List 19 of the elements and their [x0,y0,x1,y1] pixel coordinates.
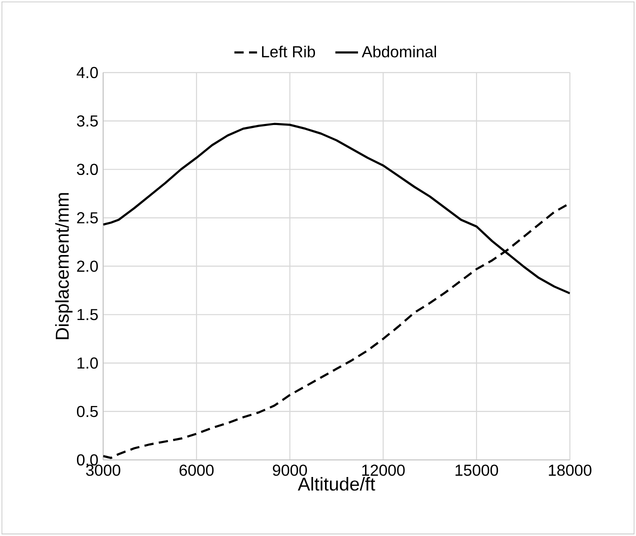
y-tick-label: 4.0 [76,66,98,78]
y-axis-title: Displacement/mm [55,193,73,340]
x-tick-label: 12000 [362,464,405,476]
legend-label: Abdominal [362,46,436,58]
y-tick-label: 0.0 [76,454,98,466]
y-tick-label: 2.0 [77,260,98,272]
x-axis-title: Altitude/ft [298,477,376,491]
x-tick-label: 6000 [180,464,214,476]
y-tick-label: 1.5 [78,309,98,320]
x-tick-label: 9000 [272,464,307,476]
x-tick-label: 18000 [548,464,592,476]
y-tick-label: 2.5 [77,212,98,224]
legend-label: Left Rib [262,46,316,58]
y-tick-label: 3.5 [76,115,98,127]
x-tick-label: 15000 [456,464,498,476]
y-tick-label: 3.0 [76,164,98,176]
x-tick-label: 3000 [86,464,120,476]
y-tick-label: 0.5 [76,406,98,418]
y-tick-label: 1.0 [78,357,98,369]
